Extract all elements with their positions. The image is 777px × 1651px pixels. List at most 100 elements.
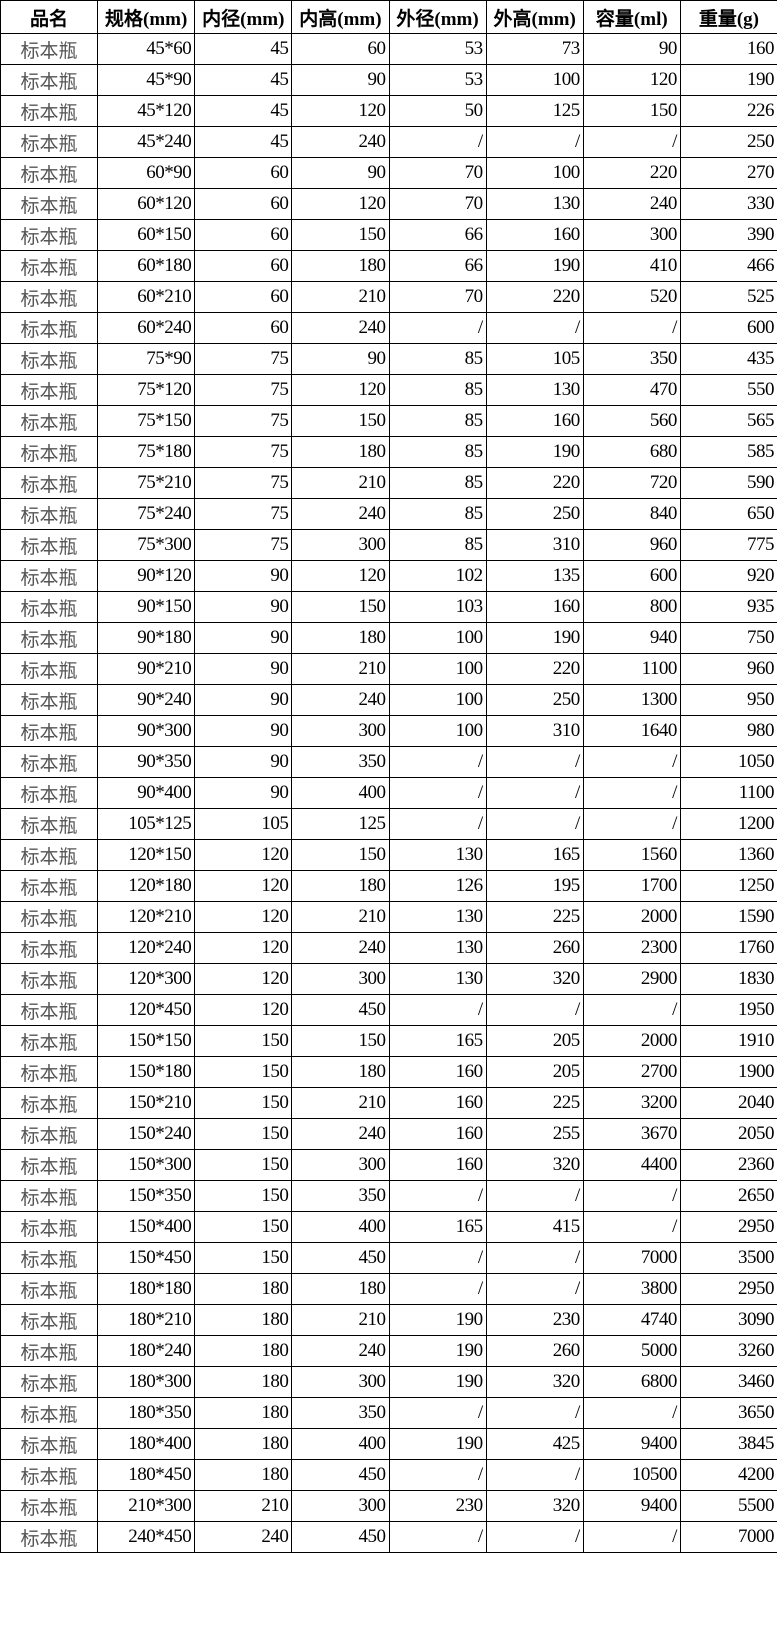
cell-inner-height: 240 — [291, 932, 390, 964]
cell-capacity: 1700 — [582, 870, 681, 902]
cell-outer-height: 73 — [485, 33, 584, 65]
cell-weight: 565 — [679, 405, 777, 437]
cell-product-name: 标本瓶 — [0, 808, 99, 840]
cell-capacity: 2700 — [582, 1056, 681, 1088]
table-row: 标本瓶 45*90 45 90 53 100 120 190 — [0, 64, 777, 96]
cell-spec: 180*180 — [97, 1273, 196, 1305]
table-row: 标本瓶 75*180 75 180 85 190 680 585 — [0, 436, 777, 468]
cell-inner-height: 120 — [291, 188, 390, 220]
cell-capacity: 680 — [582, 436, 681, 468]
cell-outer-height: 320 — [485, 1149, 584, 1181]
cell-inner-height: 150 — [291, 839, 390, 871]
cell-inner-diameter: 90 — [194, 560, 293, 592]
cell-inner-diameter: 180 — [194, 1428, 293, 1460]
cell-spec: 60*90 — [97, 157, 196, 189]
table-row: 标本瓶 60*210 60 210 70 220 520 525 — [0, 281, 777, 313]
cell-capacity: / — [582, 994, 681, 1026]
cell-inner-height: 120 — [291, 560, 390, 592]
cell-inner-diameter: 90 — [194, 777, 293, 809]
cell-inner-diameter: 60 — [194, 188, 293, 220]
cell-product-name: 标本瓶 — [0, 1397, 99, 1429]
cell-spec: 150*450 — [97, 1242, 196, 1274]
cell-inner-height: 400 — [291, 777, 390, 809]
cell-capacity: 3670 — [582, 1118, 681, 1150]
cell-capacity: 2300 — [582, 932, 681, 964]
cell-inner-diameter: 150 — [194, 1056, 293, 1088]
cell-capacity: 2000 — [582, 901, 681, 933]
cell-outer-diameter: 85 — [388, 343, 487, 375]
cell-outer-diameter: 85 — [388, 405, 487, 437]
header-inner-diameter: 内径(mm) — [194, 0, 293, 34]
cell-outer-diameter: 66 — [388, 250, 487, 282]
cell-outer-diameter: 130 — [388, 901, 487, 933]
cell-outer-diameter: 100 — [388, 684, 487, 716]
cell-inner-height: 125 — [291, 808, 390, 840]
cell-weight: 1590 — [679, 901, 777, 933]
cell-product-name: 标本瓶 — [0, 1211, 99, 1243]
cell-capacity: 410 — [582, 250, 681, 282]
cell-inner-diameter: 60 — [194, 250, 293, 282]
cell-outer-height: / — [485, 126, 584, 158]
cell-inner-height: 90 — [291, 157, 390, 189]
cell-inner-diameter: 90 — [194, 622, 293, 654]
cell-inner-height: 150 — [291, 1025, 390, 1057]
cell-capacity: 300 — [582, 219, 681, 251]
cell-outer-height: 320 — [485, 1366, 584, 1398]
cell-inner-height: 400 — [291, 1428, 390, 1460]
cell-inner-height: 350 — [291, 1397, 390, 1429]
header-spec: 规格(mm) — [97, 0, 196, 34]
cell-outer-diameter: / — [388, 994, 487, 1026]
cell-inner-height: 210 — [291, 281, 390, 313]
cell-outer-diameter: 53 — [388, 33, 487, 65]
cell-product-name: 标本瓶 — [0, 653, 99, 685]
cell-outer-height: 190 — [485, 622, 584, 654]
cell-outer-diameter: / — [388, 777, 487, 809]
cell-outer-height: 220 — [485, 467, 584, 499]
cell-spec: 120*450 — [97, 994, 196, 1026]
table-row: 标本瓶 75*210 75 210 85 220 720 590 — [0, 467, 777, 499]
cell-spec: 120*240 — [97, 932, 196, 964]
cell-product-name: 标本瓶 — [0, 219, 99, 251]
cell-outer-height: / — [485, 1397, 584, 1429]
table-row: 标本瓶 180*300 180 300 190 320 6800 3460 — [0, 1366, 777, 1398]
cell-outer-height: 260 — [485, 1335, 584, 1367]
cell-inner-diameter: 150 — [194, 1087, 293, 1119]
cell-capacity: 220 — [582, 157, 681, 189]
cell-spec: 105*125 — [97, 808, 196, 840]
cell-inner-diameter: 180 — [194, 1304, 293, 1336]
table-row: 标本瓶 180*210 180 210 190 230 4740 3090 — [0, 1304, 777, 1336]
cell-outer-height: 220 — [485, 281, 584, 313]
cell-weight: 250 — [679, 126, 777, 158]
cell-product-name: 标本瓶 — [0, 715, 99, 747]
cell-product-name: 标本瓶 — [0, 1149, 99, 1181]
cell-weight: 1950 — [679, 994, 777, 1026]
cell-spec: 45*120 — [97, 95, 196, 127]
cell-spec: 90*240 — [97, 684, 196, 716]
table-row: 标本瓶 75*150 75 150 85 160 560 565 — [0, 405, 777, 437]
cell-product-name: 标本瓶 — [0, 33, 99, 65]
table-row: 标本瓶 120*300 120 300 130 320 2900 1830 — [0, 963, 777, 995]
cell-capacity: 1100 — [582, 653, 681, 685]
cell-product-name: 标本瓶 — [0, 405, 99, 437]
cell-inner-height: 350 — [291, 1180, 390, 1212]
cell-weight: 1050 — [679, 746, 777, 778]
cell-weight: 585 — [679, 436, 777, 468]
cell-weight: 1100 — [679, 777, 777, 809]
cell-inner-height: 150 — [291, 591, 390, 623]
cell-capacity: 6800 — [582, 1366, 681, 1398]
table-header: 品名 规格(mm) 内径(mm) 内高(mm) 外径(mm) 外高(mm) 容量… — [0, 0, 777, 34]
table-row: 标本瓶 75*240 75 240 85 250 840 650 — [0, 498, 777, 530]
cell-weight: 3845 — [679, 1428, 777, 1460]
cell-inner-height: 150 — [291, 219, 390, 251]
cell-inner-height: 210 — [291, 467, 390, 499]
cell-capacity: / — [582, 126, 681, 158]
cell-outer-height: 260 — [485, 932, 584, 964]
cell-weight: 525 — [679, 281, 777, 313]
cell-outer-diameter: 230 — [388, 1490, 487, 1522]
cell-inner-diameter: 90 — [194, 684, 293, 716]
cell-weight: 2360 — [679, 1149, 777, 1181]
cell-outer-height: 250 — [485, 684, 584, 716]
cell-capacity: 960 — [582, 529, 681, 561]
cell-weight: 2050 — [679, 1118, 777, 1150]
cell-outer-diameter: 130 — [388, 932, 487, 964]
